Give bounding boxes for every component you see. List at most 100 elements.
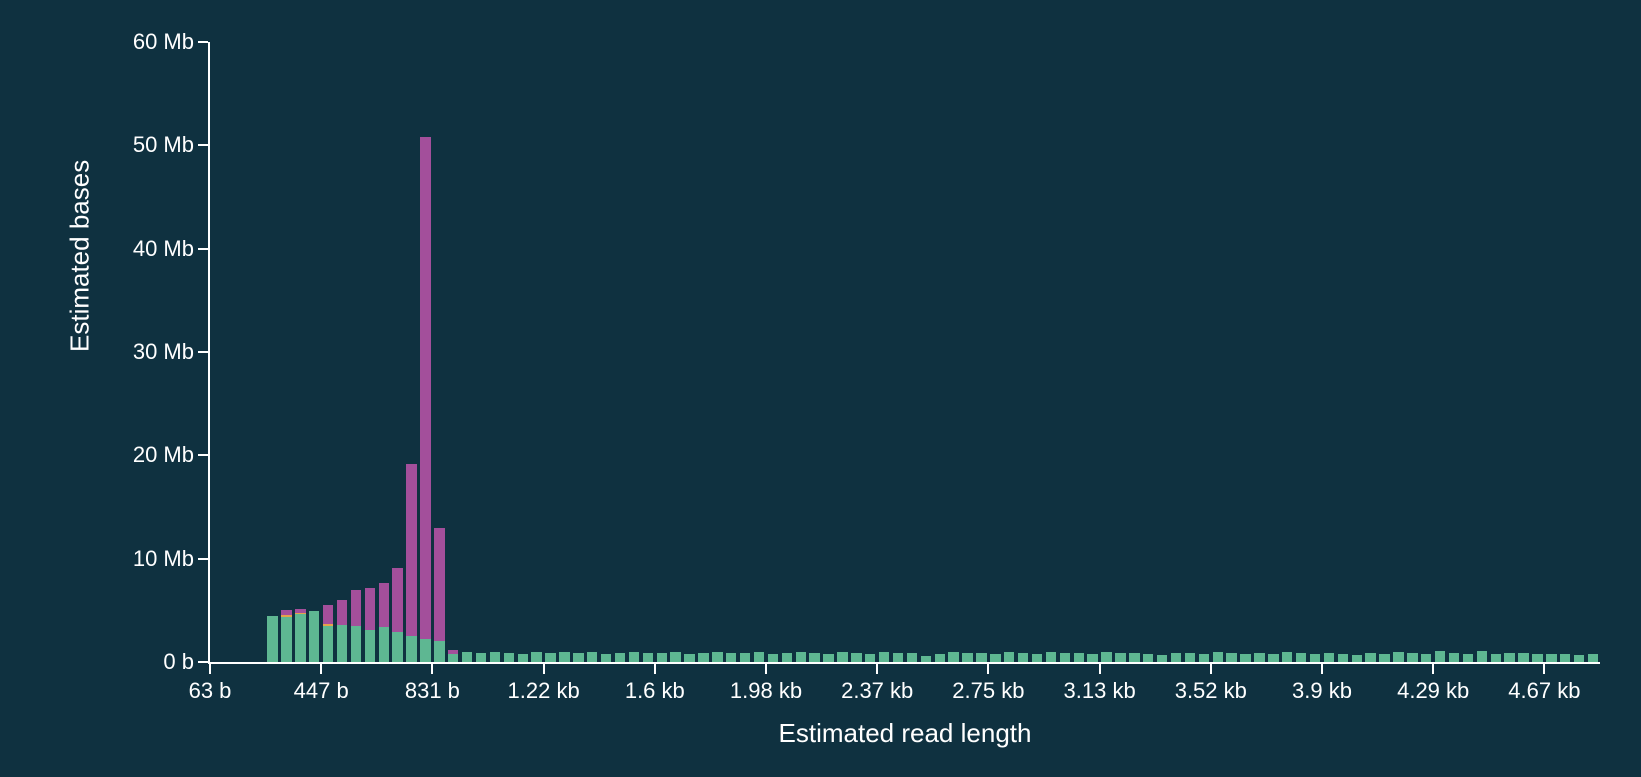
bar-seg-green [823,654,833,662]
x-tick-label: 1.6 kb [625,678,685,704]
x-tick-label: 1.98 kb [730,678,802,704]
bar-seg-green [629,652,639,662]
bar-seg-green [865,654,875,662]
bar-seg-green [976,653,986,662]
bar-seg-green [267,616,277,663]
bar-seg-green [684,654,694,662]
bar-seg-green [921,656,931,662]
bar-seg-purple [351,590,361,626]
bar-seg-green [559,652,569,662]
y-tick [198,41,208,43]
x-tick-label: 831 b [405,678,460,704]
bar-seg-green [1546,654,1556,662]
bar-seg-purple [323,605,333,625]
bar-seg-purple [406,464,416,637]
bar-seg-green [1074,653,1084,662]
x-tick-label: 3.13 kb [1064,678,1136,704]
bar-seg-purple [295,609,305,613]
bar-seg-green [809,653,819,662]
bar-seg-green [434,641,444,662]
bar-seg-purple [281,610,291,615]
y-tick-label: 30 Mb [133,339,194,365]
bar-seg-green [1324,653,1334,662]
bar-seg-green [1060,653,1070,662]
bar-seg-green [1254,653,1264,662]
bar-seg-green [698,653,708,662]
bar-seg-green [1518,653,1528,662]
bar-seg-green [726,653,736,662]
bar-seg-green [1393,652,1403,662]
y-tick [198,454,208,456]
y-tick-label: 60 Mb [133,29,194,55]
bar-seg-green [1171,653,1181,662]
bar-seg-green [754,652,764,662]
x-tick-label: 4.29 kb [1397,678,1469,704]
x-tick [320,664,322,674]
bar-seg-green [990,654,1000,662]
bar-seg-green [518,654,528,662]
bar-seg-green [379,627,389,662]
y-tick-label: 40 Mb [133,236,194,262]
x-tick-label: 447 b [294,678,349,704]
bar-seg-green [1435,651,1445,662]
y-axis-line [208,42,210,662]
bar-seg-green [545,653,555,662]
bar-seg-green [1115,653,1125,662]
x-tick-label: 3.9 kb [1292,678,1352,704]
bar-seg-green [1504,653,1514,662]
bar-seg-green [712,652,722,662]
bar-seg-green [601,654,611,662]
bar-seg-green [1213,652,1223,662]
x-tick-label: 2.75 kb [952,678,1024,704]
bar-seg-green [1018,653,1028,662]
bar-seg-green [879,652,889,662]
bar-seg-green [281,617,291,662]
bar-seg-green [587,652,597,662]
bar-seg-green [1046,652,1056,662]
x-tick [1543,664,1545,674]
y-tick [198,248,208,250]
bar-seg-green [573,653,583,662]
bar-seg-green [1352,655,1362,662]
bar-seg-green [948,652,958,662]
x-tick [543,664,545,674]
bar-seg-green [782,653,792,662]
bar-seg-green [615,653,625,662]
bar-seg-green [1560,654,1570,662]
plot-area [210,42,1600,662]
bar-seg-green [1004,652,1014,662]
x-tick-label: 3.52 kb [1175,678,1247,704]
bar-seg-green [1421,654,1431,662]
x-tick-label: 4.67 kb [1508,678,1580,704]
bar-seg-green [1338,654,1348,662]
y-tick [198,144,208,146]
bar-seg-green [1240,654,1250,662]
x-tick [1432,664,1434,674]
bar-seg-green [1157,655,1167,662]
x-tick [876,664,878,674]
bar-seg-purple [434,528,444,642]
read-length-histogram: Estimated bases Estimated read length 0 … [0,0,1641,777]
x-tick [765,664,767,674]
bar-seg-green [851,653,861,662]
bar-seg-green [309,611,319,662]
bar-seg-green [1310,654,1320,662]
bar-seg-green [1296,653,1306,662]
y-tick [198,558,208,560]
x-tick [1321,664,1323,674]
bar-seg-green [837,652,847,662]
bar-seg-green [893,653,903,662]
bar-seg-green [1379,654,1389,662]
bar-seg-green [643,653,653,662]
bar-seg-green [1129,653,1139,662]
bar-seg-green [490,652,500,662]
bar-seg-green [1282,652,1292,662]
bar-seg-green [531,652,541,662]
y-tick-label: 10 Mb [133,546,194,572]
bar-seg-purple [420,137,430,639]
bar-seg-orange [323,624,333,626]
bar-seg-green [420,639,430,662]
bar-seg-purple [337,600,347,625]
x-axis-line [208,662,1600,664]
bar-seg-green [365,630,375,662]
